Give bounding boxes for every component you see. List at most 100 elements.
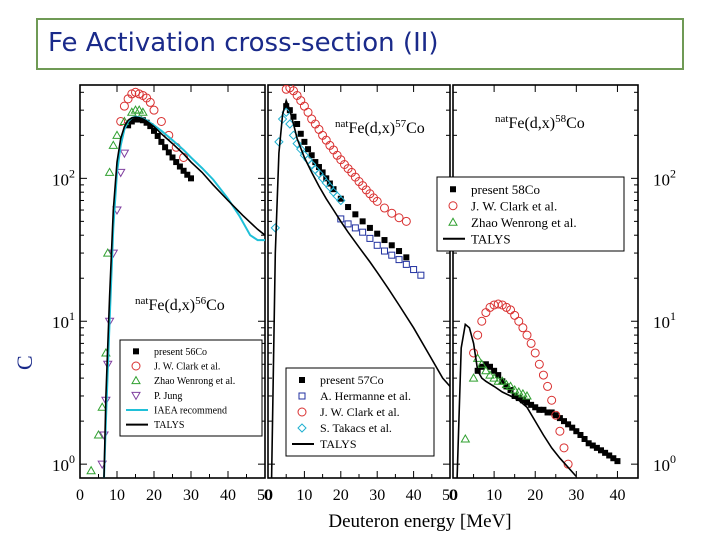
data-point <box>598 447 604 454</box>
data-point <box>489 373 499 382</box>
data-point <box>481 365 491 375</box>
data-point <box>366 234 374 242</box>
series-talys <box>270 97 450 478</box>
data-point <box>283 103 290 110</box>
legend-swatch <box>131 375 141 385</box>
panel-56co: 0 10 20 30 40 50 natFe(d,x)56Co present 56Co J. … <box>76 84 273 504</box>
data-point <box>556 415 563 422</box>
data-point <box>156 116 166 126</box>
x-tick-label: 50 <box>442 487 458 504</box>
data-point <box>143 119 150 126</box>
data-point <box>138 107 148 116</box>
data-point <box>359 228 367 236</box>
legend-entry: present 56Co <box>154 347 207 358</box>
series-line <box>270 97 450 478</box>
data-point <box>417 271 425 279</box>
x-tick-label: 30 <box>183 487 199 504</box>
legend-swatch <box>448 217 458 226</box>
y-tick-label-left-0: 100 <box>52 452 75 475</box>
data-point <box>154 132 161 139</box>
legend-entry: TALYS <box>320 437 357 451</box>
data-point <box>379 203 389 213</box>
legend-57co: present 57Co A. Hermanne et al. J. W. Clar… <box>285 367 435 457</box>
data-point <box>410 266 418 274</box>
x-tick-label: 10 <box>296 487 312 504</box>
data-point <box>387 208 397 218</box>
data-point <box>184 171 191 178</box>
data-point <box>476 359 487 368</box>
data-point <box>366 224 373 231</box>
legend-entry: S. Takacs et al. <box>320 421 392 435</box>
legend-entry: J. W. Clark et al. <box>471 198 557 213</box>
data-point <box>136 116 143 123</box>
data-point <box>303 107 313 117</box>
data-point <box>530 348 540 358</box>
data-point <box>528 401 535 408</box>
series-present-56co <box>125 116 194 182</box>
data-point <box>125 122 132 129</box>
data-point <box>299 101 309 111</box>
legend-entry: Zhao Wenrong et al. <box>154 376 235 387</box>
data-point <box>301 138 308 145</box>
data-point <box>119 149 130 159</box>
data-point <box>128 118 135 125</box>
data-point <box>294 121 301 128</box>
data-point <box>306 159 317 170</box>
legend-swatch <box>448 201 458 211</box>
data-point <box>547 395 557 405</box>
data-point <box>292 138 302 149</box>
data-point <box>495 372 502 379</box>
data-point <box>589 442 596 449</box>
y-axis-label-fragment: C <box>12 355 37 370</box>
legend-entry: TALYS <box>471 231 511 246</box>
data-point <box>493 299 503 309</box>
series-line <box>103 116 265 478</box>
data-point <box>173 159 180 166</box>
data-point <box>577 431 584 438</box>
data-point <box>176 163 183 170</box>
data-point <box>497 376 508 385</box>
data-point <box>515 395 522 402</box>
data-point <box>519 397 526 404</box>
data-point <box>524 399 530 406</box>
data-point <box>158 138 165 145</box>
data-point <box>162 144 169 151</box>
data-point <box>108 140 119 149</box>
legend-entry: present 58Co <box>471 182 540 197</box>
data-point <box>510 310 520 320</box>
y-tick-label-left-2: 102 <box>52 166 75 189</box>
data-point <box>536 406 543 413</box>
data-point <box>93 429 104 439</box>
y-tick-label-right-1: 101 <box>653 309 676 332</box>
data-point <box>97 402 108 411</box>
data-point <box>509 385 520 394</box>
legend-entry: TALYS <box>154 420 184 431</box>
data-point <box>482 361 489 368</box>
data-point <box>351 224 359 232</box>
data-point <box>145 97 155 107</box>
data-point <box>296 144 306 154</box>
legend-swatch <box>131 391 141 401</box>
data-point <box>86 465 96 475</box>
data-point <box>345 204 352 211</box>
legend-entry: P. Jung <box>154 391 182 402</box>
data-point <box>126 107 137 116</box>
x-tick-label: 0 <box>264 487 272 504</box>
reaction-label-56co: natFe(d,x)56Co <box>135 295 225 314</box>
data-point <box>112 130 122 139</box>
data-point <box>548 409 555 416</box>
data-point <box>147 123 154 130</box>
data-point <box>352 211 359 218</box>
series-line <box>456 322 577 478</box>
data-point <box>468 373 479 382</box>
data-point <box>372 196 382 206</box>
series-talys <box>103 116 265 478</box>
data-point <box>403 254 410 261</box>
data-point <box>312 159 319 166</box>
data-point <box>380 247 388 255</box>
legend-swatch <box>450 186 456 193</box>
data-point <box>602 449 609 456</box>
